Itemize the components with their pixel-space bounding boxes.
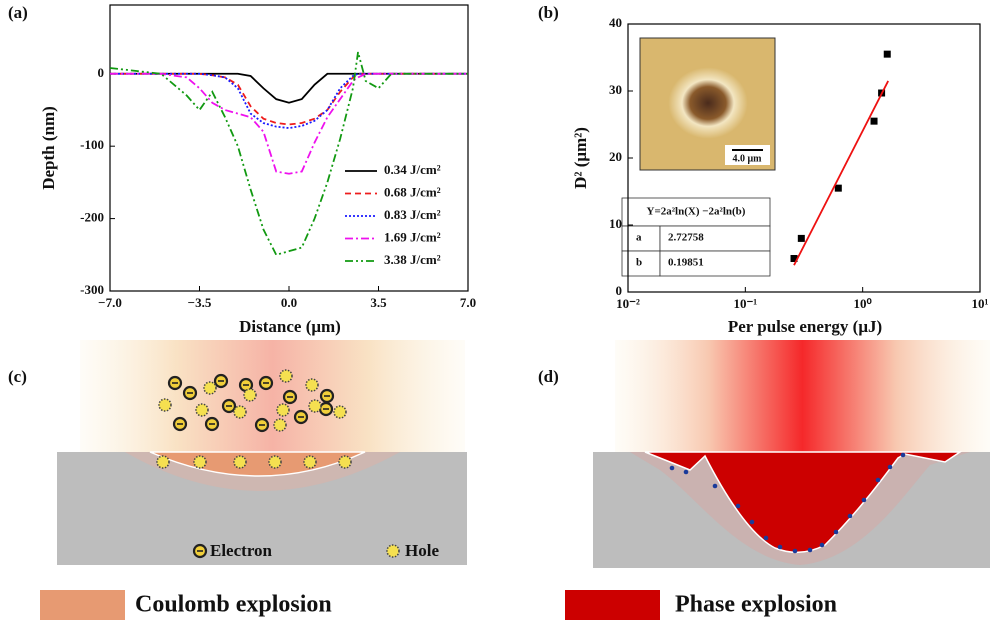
x-tick-label: 10¹: [972, 296, 989, 311]
hole-dot: [848, 514, 853, 519]
legend-swatch: [40, 590, 125, 620]
legend-swatch: [565, 590, 660, 620]
hole-dot: [876, 478, 881, 483]
data-line: [110, 74, 468, 103]
y-tick-label: 10: [609, 216, 622, 231]
hole: [157, 456, 169, 468]
hole: [234, 456, 246, 468]
hole: [194, 456, 206, 468]
laser-beam: [80, 340, 465, 452]
y-tick-label: -200: [80, 210, 104, 225]
y-tick-label: 40: [609, 15, 622, 30]
data-line: [110, 74, 468, 174]
y-axis-label: D² (μm²): [571, 127, 590, 189]
hole: [339, 456, 351, 468]
hole: [234, 406, 246, 418]
plot-frame: [110, 5, 468, 291]
hole-dot: [764, 536, 769, 541]
data-point: [884, 51, 891, 58]
data-line: [110, 74, 468, 125]
hole: [274, 419, 286, 431]
hole: [309, 400, 321, 412]
hole-dot: [670, 466, 675, 471]
panel-label: (b): [538, 3, 559, 22]
hole-dot: [793, 549, 798, 554]
x-tick-label: −3.5: [188, 295, 212, 310]
hole: [277, 404, 289, 416]
hole: [334, 406, 346, 418]
data-line: [110, 52, 468, 255]
hole: [269, 456, 281, 468]
caption: Phase explosion: [675, 592, 837, 618]
table-cell-text: 2.72758: [668, 232, 704, 244]
legend-label: 0.34 J/cm²: [384, 162, 441, 177]
data-line: [110, 74, 468, 128]
hole-dot: [862, 498, 867, 503]
crater-image: [668, 67, 748, 139]
hole-dot: [901, 453, 906, 458]
hole-dot: [778, 545, 783, 550]
hole-dot: [750, 520, 755, 525]
hole: [304, 456, 316, 468]
hole-dot: [888, 465, 893, 470]
hole-dot: [684, 470, 689, 475]
legend-label: 3.38 J/cm²: [384, 252, 441, 267]
hole-dot: [736, 504, 741, 509]
hole: [280, 370, 292, 382]
root: (a) Distance (μm) Depth (nm) (b) Per pul…: [8, 3, 990, 620]
table-header: Y=2a²ln(X) −2a²ln(b): [647, 206, 746, 218]
x-axis-label: Distance (μm): [239, 317, 341, 336]
x-axis-label: Per pulse energy (μJ): [728, 317, 882, 336]
scale-bar-label: 4.0 μm: [733, 153, 763, 164]
legend-label: 0.68 J/cm²: [384, 184, 441, 199]
x-tick-label: 0.0: [281, 295, 297, 310]
y-tick-label: -100: [80, 137, 104, 152]
hole-dot: [820, 543, 825, 548]
hole: [306, 379, 318, 391]
hole-dot: [713, 484, 718, 489]
panel-label: (a): [8, 3, 28, 22]
panel-label: (d): [538, 367, 559, 386]
x-tick-label: 10⁻¹: [733, 296, 757, 311]
data-point: [798, 235, 805, 242]
y-tick-label: 0: [98, 65, 105, 80]
hole-dot: [834, 530, 839, 535]
y-tick-label: 20: [609, 149, 622, 164]
table-cell-text: b: [636, 257, 642, 269]
hole: [196, 404, 208, 416]
data-point: [871, 118, 878, 125]
x-tick-label: 3.5: [370, 295, 387, 310]
y-axis-label: Depth (nm): [39, 106, 58, 190]
panel-label: (c): [8, 367, 27, 386]
hole: [387, 545, 399, 557]
data-line: [794, 81, 888, 265]
y-tick-label: 30: [609, 82, 622, 97]
laser-beam: [615, 340, 990, 452]
caption: Coulomb explosion: [135, 592, 332, 618]
x-tick-label: 7.0: [460, 295, 476, 310]
x-tick-label: 10⁻²: [616, 296, 640, 311]
x-tick-label: −7.0: [98, 295, 122, 310]
figure: (a) Distance (μm) Depth (nm) (b) Per pul…: [0, 0, 1004, 625]
legend-label: Electron: [210, 541, 273, 560]
table-cell-text: a: [636, 232, 642, 244]
hole: [244, 389, 256, 401]
hole: [204, 382, 216, 394]
data-point: [835, 185, 842, 192]
legend-label: 0.83 J/cm²: [384, 207, 441, 222]
legend-label: Hole: [405, 541, 439, 560]
hole-dot: [808, 548, 813, 553]
legend-label: 1.69 J/cm²: [384, 229, 441, 244]
table-cell-text: 0.19851: [668, 257, 704, 269]
x-tick-label: 10⁰: [854, 296, 873, 311]
hole: [159, 399, 171, 411]
